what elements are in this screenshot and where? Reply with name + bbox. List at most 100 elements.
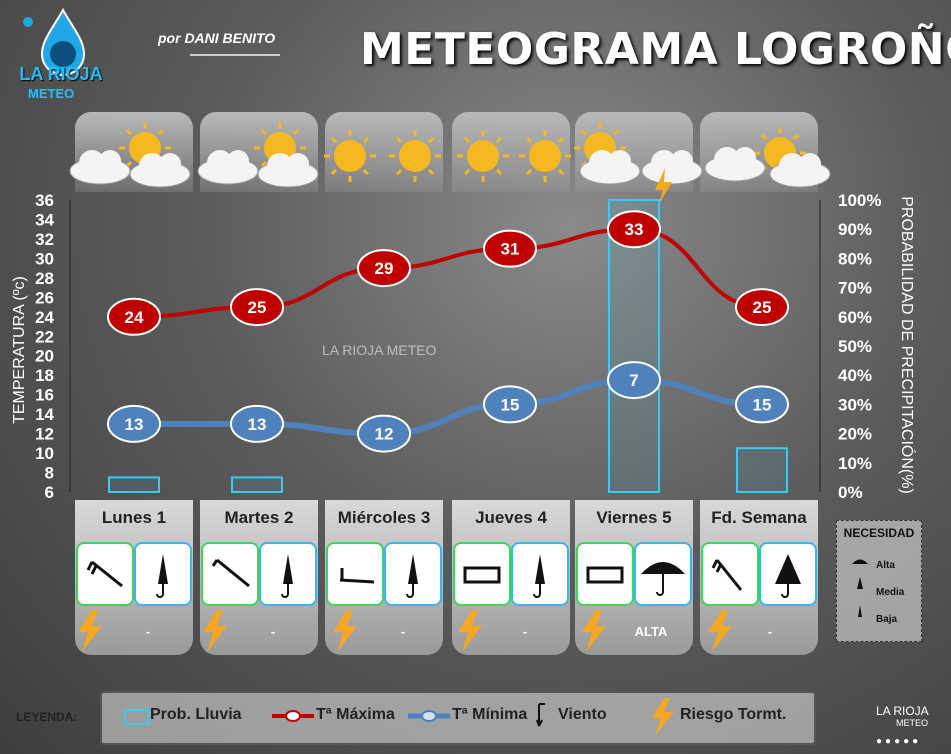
storm-risk-icon	[78, 610, 102, 652]
y-tick-label: 24	[35, 308, 54, 327]
y2-tick-label: 0%	[838, 483, 863, 502]
sunny-haze-icon	[455, 128, 573, 184]
storm-risk-icon	[708, 610, 732, 652]
partly-cloudy-icon	[704, 125, 831, 188]
wind-box	[701, 542, 759, 606]
footer-logo-text: LA RIOJA	[876, 704, 929, 718]
min-temp-label: 15	[501, 395, 520, 414]
day-name: Lunes 1	[101, 508, 167, 527]
storm-risk-icon	[458, 610, 482, 652]
min-temp-point	[230, 404, 284, 443]
max-temp-point	[357, 249, 411, 288]
storm-risk-icon	[582, 610, 606, 652]
min-temp-label: 13	[248, 415, 267, 434]
min-temp-point	[607, 361, 661, 400]
sunny-haze-icon	[322, 128, 443, 184]
necessity-alta: Alta	[876, 560, 895, 571]
min-temp-label: 13	[125, 415, 144, 434]
day-name: Jueves 4	[475, 508, 547, 527]
min-temp-point	[357, 414, 411, 453]
byline-underline	[190, 54, 280, 56]
min-temp-point	[107, 404, 161, 443]
y2-tick-label: 20%	[838, 425, 872, 444]
wind-nw-arrow-icon	[211, 558, 250, 588]
partly-cloudy-icon	[69, 120, 191, 188]
min-temp-point	[483, 385, 537, 424]
y2-axis-label: PROBABILIDAD DE PRECIPITACIÓN(%)	[898, 196, 917, 494]
umbrella-box	[759, 542, 817, 606]
umbrella-box	[511, 542, 569, 606]
y-tick-label: 32	[35, 230, 54, 249]
closed-umbrella-icon	[156, 554, 168, 598]
min-temp-point	[735, 385, 789, 424]
legend-storm: Riesgo Tormt.	[680, 706, 787, 723]
necessity-media: Media	[876, 587, 905, 598]
y2-tick-label: 30%	[838, 395, 872, 414]
necessity-umbrella-icons	[852, 559, 868, 617]
max-temp-point	[230, 288, 284, 327]
watermark: LA RIOJA METEO	[322, 342, 437, 358]
storm-risk-level: ALTA	[634, 624, 668, 639]
storm-risk-icon	[652, 698, 674, 736]
wind-box	[453, 542, 511, 606]
umbrella-box	[634, 542, 692, 606]
min-temp-label: 15	[753, 395, 772, 414]
wind-box	[76, 542, 134, 606]
storm-risk-level: -	[767, 624, 773, 639]
legend-max: Tª Máxima	[316, 706, 395, 723]
min-temp-label: 12	[375, 425, 394, 444]
y2-tick-label: 60%	[838, 308, 872, 327]
max-temp-points: 24 25 29 31 33 25	[107, 210, 789, 336]
wind-box	[201, 542, 259, 606]
day-name: Viernes 5	[596, 508, 672, 527]
page-title: METEOGRAMA LOGROÑO	[360, 24, 951, 75]
y-axis-right: 100% 90% 80% 70% 60% 50% 40% 30% 20% 10% 0%	[838, 191, 881, 502]
rain-swatch	[124, 709, 150, 725]
wind-box	[326, 542, 384, 606]
thunderstorm-icon	[572, 120, 703, 206]
storm-risk-icon	[333, 610, 357, 652]
day-name: Fd. Semana	[711, 508, 807, 527]
y2-tick-label: 10%	[838, 454, 872, 473]
y2-tick-label: 40%	[838, 366, 872, 385]
open-umbrella-icon	[641, 562, 685, 596]
min-temp-label: 7	[629, 371, 638, 390]
closed-umbrella-icon	[406, 554, 418, 598]
max-temp-label: 33	[625, 220, 644, 239]
rain-bar	[231, 476, 283, 493]
y-tick-label: 6	[45, 483, 54, 502]
max-swatch	[272, 710, 314, 722]
umbrella-box	[134, 542, 192, 606]
max-temp-point	[483, 229, 537, 268]
rain-bar	[108, 476, 160, 493]
y2-tick-label: 90%	[838, 220, 872, 239]
day-name: Martes 2	[224, 508, 294, 527]
storm-risk-level: -	[270, 624, 276, 639]
legend-rain: Prob. Lluvia	[150, 706, 242, 723]
max-temp-line	[133, 227, 763, 319]
max-temp-label: 25	[753, 298, 772, 317]
y-tick-label: 14	[35, 405, 54, 424]
y-tick-label: 10	[35, 444, 54, 463]
y2-tick-label: 80%	[838, 249, 872, 268]
social-icons: ●●●●●	[876, 736, 922, 747]
rain-bar	[736, 447, 788, 494]
min-temp-line	[134, 377, 763, 437]
rain-bar	[608, 199, 660, 493]
closed-umbrella-icon	[533, 554, 545, 598]
umbrella-box	[384, 542, 442, 606]
storm-risk-level: -	[400, 624, 406, 639]
footer-logo-sub: METEO	[896, 718, 929, 728]
max-temp-point	[607, 210, 661, 249]
y-tick-label: 26	[35, 288, 54, 307]
legend-box	[100, 691, 816, 745]
y-tick-label: 8	[45, 464, 54, 483]
min-swatch	[408, 710, 450, 722]
la-rioja-meteo-logo	[23, 7, 86, 76]
legend-title: LEYENDA:	[16, 710, 78, 724]
y-tick-label: 16	[35, 386, 54, 405]
y-tick-label: 36	[35, 191, 54, 210]
y-tick-label: 12	[35, 425, 54, 444]
storm-risk-icon	[203, 610, 227, 652]
